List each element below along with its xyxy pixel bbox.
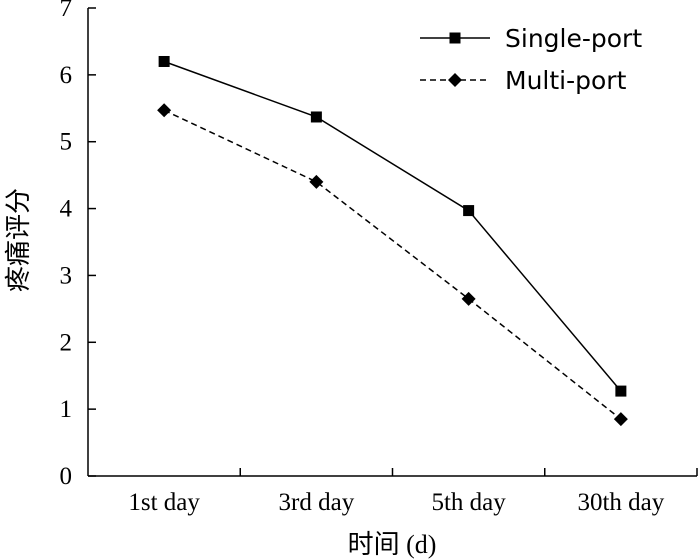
y-tick-label: 0	[60, 463, 73, 490]
y-tick-label: 2	[60, 329, 73, 356]
series-line	[163, 109, 622, 420]
data-point	[158, 55, 170, 67]
legend-label: Single-port	[505, 24, 642, 53]
data-point	[310, 111, 322, 123]
data-point	[613, 412, 628, 427]
x-tick-label: 30th day	[577, 489, 664, 516]
legend-entry: Multi-port	[420, 66, 627, 95]
data-point	[461, 291, 476, 306]
y-tick-label: 7	[60, 0, 73, 22]
x-tick-label: 1st day	[128, 489, 200, 516]
data-point	[463, 205, 475, 217]
x-tick-label: 5th day	[431, 489, 506, 516]
data-point	[615, 385, 627, 397]
x-axis-title: 时间 (d)	[348, 530, 437, 559]
series-multi-port	[157, 103, 628, 427]
x-tick-label: 3rd day	[279, 489, 355, 516]
x-axis-ticks: 1st day 3rd day 5th day 30th day	[128, 468, 698, 516]
legend-marker	[449, 32, 461, 44]
legend-marker	[448, 73, 462, 87]
y-tick-label: 1	[60, 396, 73, 423]
y-tick-label: 3	[60, 262, 73, 289]
y-axis-ticks: 0 1 2 3 4 5 6 7	[60, 0, 96, 490]
legend-entry: Single-port	[420, 24, 642, 53]
legend: Single-port Multi-port	[420, 24, 642, 95]
y-axis-title: 疼痛评分	[4, 188, 33, 292]
series-layer	[157, 55, 628, 427]
legend-label: Multi-port	[505, 66, 627, 95]
series-single-port	[158, 55, 627, 397]
data-point	[157, 103, 172, 118]
y-tick-label: 5	[60, 129, 73, 156]
data-point	[309, 174, 324, 189]
y-tick-label: 6	[60, 62, 73, 89]
y-tick-label: 4	[60, 196, 73, 223]
series-line	[163, 60, 622, 392]
